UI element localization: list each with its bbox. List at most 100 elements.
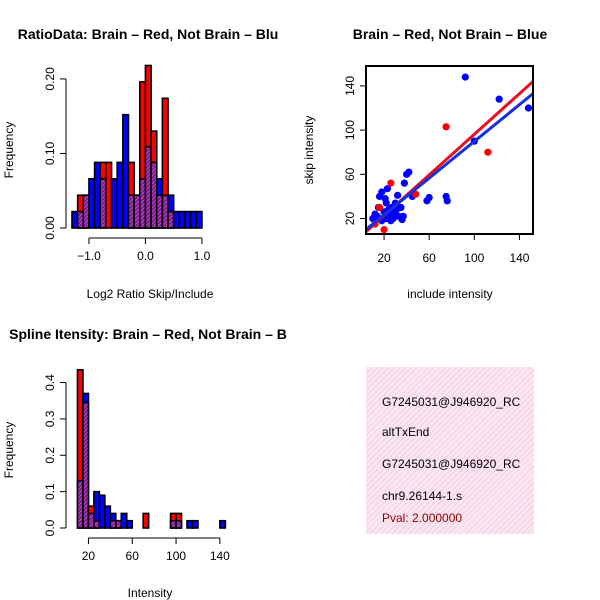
chart2-not-brain-point [383, 185, 392, 193]
chart2-not-brain-point [524, 104, 533, 112]
chart2-not-brain-point [443, 197, 451, 205]
chart2-brain-point [375, 203, 384, 212]
chart1-not-brain-bar [88, 178, 96, 229]
chart2-not-brain-point [495, 95, 503, 103]
chart2-not-brain-point [400, 179, 408, 187]
chart1-not-brain-bar [172, 210, 181, 229]
chart1-not-brain-bar [110, 178, 118, 229]
chart3-brain-bar [142, 512, 150, 529]
chart3-not-brain-bar [191, 519, 199, 529]
chart2-xtick-label: 60 [423, 251, 437, 265]
chart2-ytick-label: 20 [343, 212, 357, 226]
chart1-not-brain-bar [178, 210, 186, 229]
info-panel: G7245031@J946920_RC altTxEnd G7245031@J9… [366, 367, 534, 534]
chart2-not-brain-point [378, 188, 386, 196]
chart3-title: Spline Itensity: Brain – Red, Not Brain … [9, 326, 287, 342]
chart2-xlabel: include intensity [407, 287, 492, 301]
chart3-not-brain-bar [120, 512, 128, 529]
chart1-brain-bar [105, 161, 113, 229]
chart3-not-brain-bar [98, 494, 106, 529]
chart3-overlap-bar [175, 519, 183, 529]
chart3-ytick-label: 0.2 [43, 447, 57, 464]
chart2-not-brain-point [382, 199, 390, 207]
chart1-overlap-bar [161, 194, 169, 229]
chart2-xtick-label: 140 [509, 251, 529, 265]
chart1-xlabel: Log2 Ratio Skip/Include [87, 287, 214, 301]
chart2-xtick-label: 20 [377, 251, 391, 265]
chart2-not-brain-point [399, 212, 407, 220]
chart2-not-brain-point [397, 203, 405, 212]
info-line-gene-id-2: G7245031@J946920_RC [382, 457, 521, 471]
chart2-ytick-label: 100 [343, 120, 357, 140]
chart1-overlap-bar [138, 178, 147, 229]
chart3-xtick-label: 20 [82, 549, 96, 563]
chart2-plot-frame [365, 65, 534, 235]
chart2-brain-point [442, 123, 450, 131]
chart1-ytick-label: 0.00 [43, 216, 57, 240]
chart1-overlap-bar [127, 194, 135, 229]
chart1-overlap-bar [82, 194, 90, 229]
chart3-not-brain-bar [104, 505, 112, 529]
chart2-ylabel: skip intensity [302, 116, 316, 185]
chart3-ylabel: Frequency [2, 422, 16, 479]
info-line-gene-id: G7245031@J946920_RC [382, 395, 521, 409]
chart2-brain-point [484, 148, 492, 156]
chart3-ytick-label: 0.0 [43, 519, 57, 536]
chart1-xtick-label: −1.0 [77, 249, 101, 263]
chart1-not-brain-bar [195, 210, 203, 229]
chart1-overlap-bar [144, 145, 152, 229]
chart3-not-brain-bar [219, 519, 227, 529]
chart1-overlap-bar [99, 178, 107, 229]
chart3-overlap-bar [87, 512, 95, 529]
chart3-xtick-label: 60 [126, 549, 140, 563]
chart1-overlap-bar [133, 194, 141, 229]
chart3-not-brain-bar [125, 519, 134, 529]
chart2-ytick-label: 60 [343, 167, 357, 181]
info-line-pval: Pval: 2.000000 [382, 511, 463, 525]
chart1-title: RatioData: Brain – Red, Not Brain – Blu [18, 26, 279, 42]
chart1-ytick-label: 0.10 [43, 141, 57, 165]
chart2-ytick-label: 140 [343, 76, 357, 96]
chart1-not-brain-bar [122, 113, 130, 229]
chart1-ytick-label: 0.20 [43, 67, 57, 91]
chart1-overlap-bar [167, 210, 175, 229]
chart3-xlabel: Intensity [128, 586, 173, 600]
chart1-xtick-label: 1.0 [194, 249, 211, 263]
chart1-not-brain-bar [189, 210, 198, 229]
chart3-xtick-label: 140 [210, 549, 230, 563]
chart2-not-brain-point [405, 168, 413, 176]
chart2-not-brain-point [387, 217, 395, 225]
chart2-brain-point [380, 225, 388, 234]
info-line-locus: chr9.26144-1.s [382, 489, 463, 503]
chart2-not-brain-point [425, 193, 433, 202]
chart3-ytick-label: 0.1 [43, 483, 57, 500]
chart2-not-brain-fit-line [365, 92, 534, 231]
chart1-ylabel: Frequency [2, 122, 16, 179]
chart1-overlap-bar [76, 210, 85, 229]
chart2-brain-point [387, 179, 395, 187]
chart1-overlap-bar [155, 194, 164, 229]
chart3-not-brain-bar [186, 519, 194, 529]
chart3-overlap-bar [93, 519, 101, 529]
chart2-xtick-label: 100 [464, 251, 484, 265]
chart1-overlap-bar [150, 161, 158, 229]
info-line-event-type: altTxEnd [382, 425, 430, 439]
chart3-overlap-bar [109, 519, 117, 529]
chart3-overlap-bar [115, 519, 123, 529]
chart1-not-brain-bar [116, 161, 124, 229]
chart2-not-brain-point [461, 73, 469, 81]
chart1-not-brain-bar [93, 161, 102, 229]
chart3-overlap-bar [82, 401, 90, 529]
chart3-ytick-label: 0.3 [43, 410, 57, 427]
chart1-not-brain-bar [184, 210, 192, 229]
chart2-not-brain-point [393, 191, 402, 199]
chart3-overlap-bar [169, 519, 177, 529]
chart3-xtick-label: 100 [166, 549, 186, 563]
chart3-ytick-label: 0.4 [43, 374, 57, 391]
chart1-not-brain-bar [71, 210, 79, 229]
chart2-title: Brain – Red, Not Brain – Blue [353, 26, 548, 42]
chart3-overlap-bar [76, 479, 84, 529]
chart1-xtick-label: 0.0 [137, 249, 154, 263]
